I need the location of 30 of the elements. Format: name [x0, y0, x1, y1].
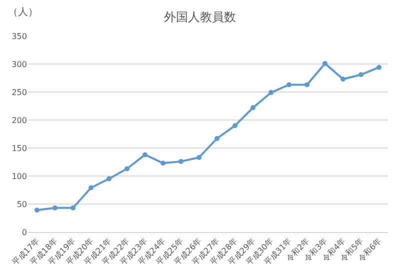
y-tick-label: 0 [22, 228, 27, 237]
point [322, 60, 328, 66]
point [232, 123, 238, 128]
point [196, 155, 202, 160]
point [250, 105, 256, 110]
point [106, 176, 112, 182]
point [88, 185, 94, 190]
y-tick-label: 350 [12, 32, 27, 41]
point [124, 166, 130, 172]
point [358, 72, 364, 78]
point [340, 76, 346, 82]
point [34, 208, 40, 213]
point [214, 136, 220, 141]
point [286, 82, 292, 88]
chart-title: 外国人教員数 [164, 10, 236, 24]
y-axis-title: （人） [8, 7, 38, 18]
point [142, 152, 148, 158]
y-tick-label: 300 [12, 60, 27, 69]
y-tick-label: 50 [16, 200, 27, 209]
point [160, 160, 166, 166]
y-tick-label: 250 [12, 88, 27, 97]
y-tick-label: 100 [12, 172, 27, 181]
point [268, 90, 274, 96]
point [52, 205, 58, 210]
point [178, 158, 184, 164]
y-tick-label: 150 [12, 144, 27, 153]
y-tick-label: 200 [12, 116, 27, 125]
point [304, 82, 310, 88]
point [70, 205, 76, 210]
point [376, 64, 382, 70]
